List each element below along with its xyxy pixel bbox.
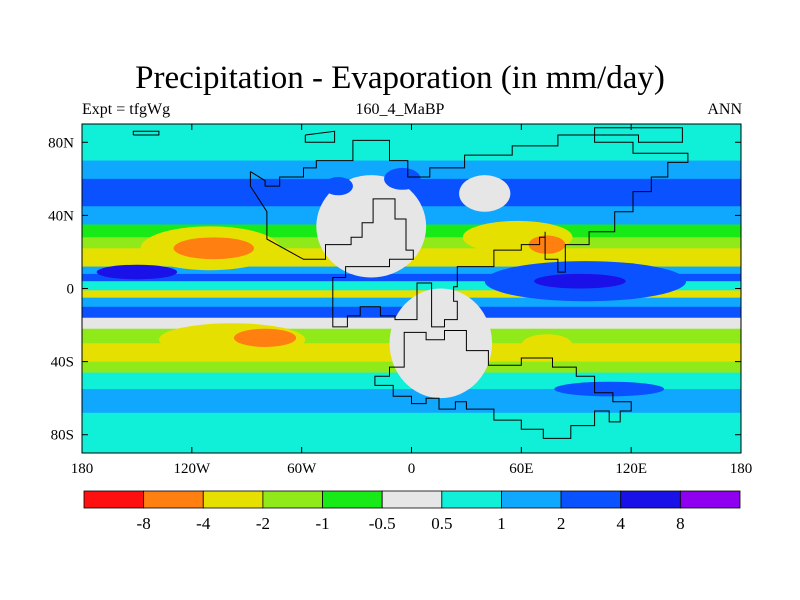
contour-region bbox=[173, 237, 255, 260]
contour-region bbox=[534, 273, 626, 289]
map-title: Precipitation - Evaporation (in mm/day) bbox=[135, 60, 665, 96]
colorbar-box bbox=[262, 490, 323, 509]
colorbar-label: 4 bbox=[616, 514, 625, 533]
period-label: 160_4_MaBP bbox=[355, 101, 445, 118]
coastline-arctic-island bbox=[304, 130, 336, 143]
colorbar-box bbox=[381, 490, 443, 509]
contour-region bbox=[96, 264, 178, 280]
coastline-southern-continent bbox=[374, 330, 632, 439]
colorbar-box bbox=[83, 490, 145, 509]
axis-ticks: 180 120W 60W 0 60E 120E 180 80N 40N 0 40S 80S bbox=[48, 124, 752, 477]
y-tick-label: 80S bbox=[51, 428, 74, 444]
season-label: ANN bbox=[707, 101, 742, 118]
y-tick-label: 40S bbox=[51, 355, 74, 371]
colorbar-box bbox=[679, 490, 741, 509]
colorbar-label: -4 bbox=[196, 514, 211, 533]
zonal-band bbox=[82, 273, 741, 282]
colorbar-label: -2 bbox=[256, 514, 270, 533]
contour-region bbox=[521, 334, 573, 357]
colorbar-label: -8 bbox=[137, 514, 151, 533]
contour-region bbox=[316, 175, 427, 278]
y-tick-label: 40N bbox=[48, 208, 74, 224]
colorbar-box bbox=[143, 490, 204, 509]
contour-region bbox=[233, 328, 297, 347]
x-tick-label: 60E bbox=[509, 461, 533, 477]
colorbar-label: 2 bbox=[557, 514, 566, 533]
contour-region bbox=[323, 177, 353, 196]
zonal-band bbox=[82, 412, 741, 453]
x-tick-label: 120W bbox=[173, 461, 211, 477]
x-tick-label: 0 bbox=[408, 461, 416, 477]
colorbar-box bbox=[501, 490, 562, 509]
coastline-north-america-europe bbox=[249, 134, 689, 328]
x-tick-label: 180 bbox=[730, 461, 753, 477]
contour-region bbox=[528, 235, 566, 254]
colorbar-label: 8 bbox=[676, 514, 685, 533]
zonal-band bbox=[82, 281, 741, 291]
contour-region bbox=[389, 288, 493, 399]
y-tick-label: 80N bbox=[48, 135, 74, 151]
colorbar-label: 0.5 bbox=[431, 514, 452, 533]
colorbar-label: 1 bbox=[497, 514, 506, 533]
x-tick-label: 180 bbox=[71, 461, 94, 477]
colorbar-label: -0.5 bbox=[369, 514, 396, 533]
experiment-label: Expt = tfgWg bbox=[82, 101, 171, 118]
coastlines bbox=[132, 127, 689, 439]
colorbar-label: -1 bbox=[315, 514, 329, 533]
colorbar-box bbox=[441, 490, 502, 509]
colorbar-box bbox=[560, 490, 622, 509]
x-tick-label: 60W bbox=[287, 461, 317, 477]
contour-region bbox=[459, 175, 511, 212]
colorbar: -8 -4 -2 -1 -0.5 0.5 1 2 4 8 bbox=[83, 490, 741, 533]
coastline-west-island bbox=[132, 130, 160, 136]
y-tick-label: 0 bbox=[67, 282, 75, 298]
contour-region bbox=[554, 381, 665, 397]
coastline-northeast-island bbox=[594, 127, 683, 143]
zonal-band bbox=[82, 290, 741, 299]
zonal-band bbox=[82, 142, 741, 162]
colorbar-box bbox=[620, 490, 681, 509]
x-tick-label: 120E bbox=[615, 461, 647, 477]
zonal-band bbox=[82, 266, 741, 275]
contour-region bbox=[384, 167, 421, 190]
zonal-band bbox=[82, 124, 741, 143]
colorbar-box bbox=[322, 490, 383, 509]
colorbar-box bbox=[202, 490, 264, 509]
contour-field bbox=[82, 124, 741, 453]
